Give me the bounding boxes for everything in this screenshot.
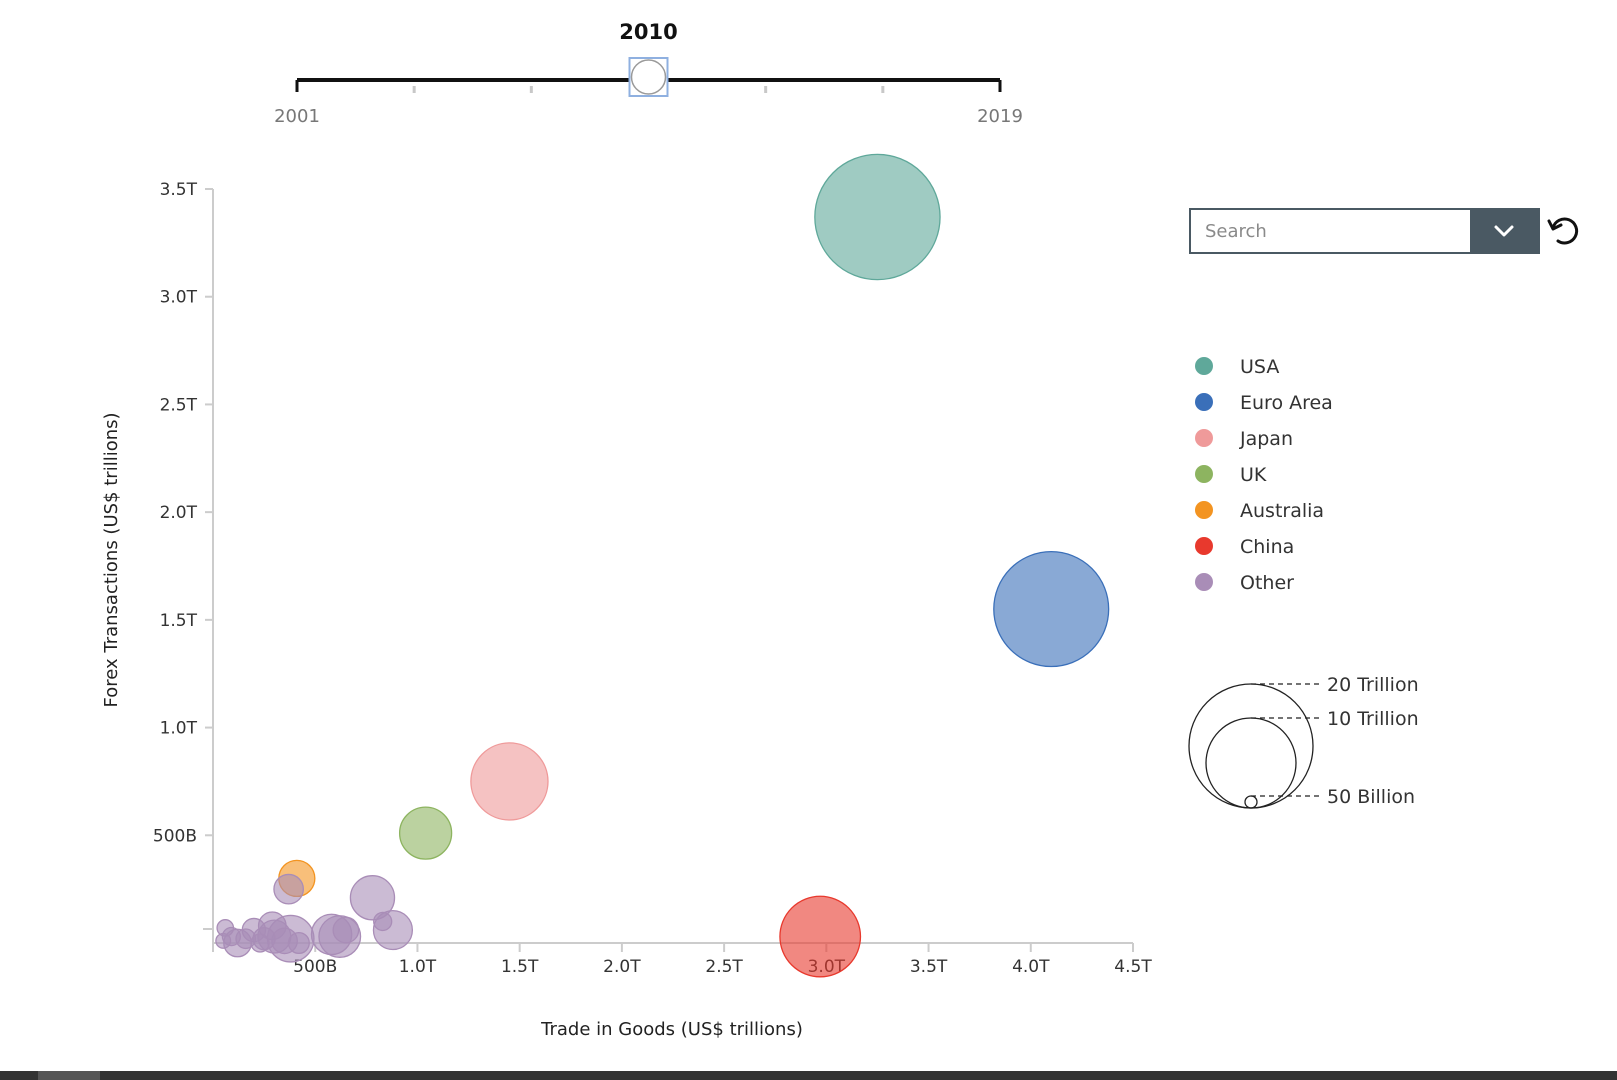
legend-label: Australia xyxy=(1240,500,1324,522)
y-tick-label: 3.5T xyxy=(160,180,198,200)
legend-swatch xyxy=(1195,537,1213,555)
legend-label: UK xyxy=(1240,464,1267,486)
legend-swatch xyxy=(1195,357,1213,375)
legend-swatch xyxy=(1195,429,1213,447)
slider-end-label: 2019 xyxy=(977,106,1023,127)
bubble-japan[interactable] xyxy=(470,742,549,821)
bubble-other[interactable] xyxy=(273,873,305,905)
bubble-other[interactable] xyxy=(287,931,310,955)
color-legend: USA Euro Area Japan UK Australia China Other xyxy=(1195,356,1333,594)
y-axis: 500B 1.0T 1.5T 2.0T 2.5T 3.0T 3.5T xyxy=(153,180,214,943)
size-legend-circle xyxy=(1205,717,1297,809)
slider-handle[interactable] xyxy=(628,57,669,97)
legend-label: USA xyxy=(1240,356,1279,378)
bubble-other[interactable] xyxy=(332,916,360,944)
x-tick-label: 4.5T xyxy=(1114,957,1152,977)
x-tick-label: 500B xyxy=(293,957,337,977)
legend-label: Japan xyxy=(1239,428,1293,450)
x-tick-label: 1.0T xyxy=(399,957,437,977)
bubble-other[interactable] xyxy=(373,911,393,932)
legend-label: Other xyxy=(1240,572,1294,594)
legend-swatch xyxy=(1195,465,1213,483)
bubble-euro-area[interactable] xyxy=(993,550,1110,668)
y-tick-label: 1.0T xyxy=(160,719,198,739)
reset-button[interactable] xyxy=(1545,212,1583,250)
bubble-china[interactable] xyxy=(779,895,862,978)
legend-label: Euro Area xyxy=(1240,392,1333,414)
y-axis-title: Forex Transactions (US$ trillions) xyxy=(101,412,122,707)
reset-icon xyxy=(1547,217,1579,245)
y-tick-label: 3.0T xyxy=(160,288,198,308)
size-legend-circle xyxy=(1244,795,1258,809)
slider-handle-knob[interactable] xyxy=(630,59,667,95)
bubble-usa[interactable] xyxy=(814,153,941,281)
size-legend-label: 10 Trillion xyxy=(1327,708,1419,730)
bubble-other[interactable] xyxy=(215,932,232,949)
x-tick-label: 3.5T xyxy=(910,957,948,977)
bottom-bar xyxy=(0,1071,1617,1080)
legend-swatch xyxy=(1195,573,1213,591)
size-legend-circle xyxy=(1188,683,1314,809)
legend-swatch xyxy=(1195,393,1213,411)
legend-swatch xyxy=(1195,501,1213,519)
search-dropdown[interactable] xyxy=(1189,208,1540,254)
y-tick-label: 500B xyxy=(153,826,197,846)
dropdown-toggle-button[interactable] xyxy=(1470,210,1538,252)
y-tick-label: 2.5T xyxy=(160,395,198,415)
bottom-bar-tab[interactable] xyxy=(38,1071,100,1080)
x-tick-label: 4.0T xyxy=(1012,957,1050,977)
size-legend-label: 50 Billion xyxy=(1327,786,1415,808)
legend-label: China xyxy=(1240,536,1294,558)
y-tick-label: 2.0T xyxy=(160,503,198,523)
search-input[interactable] xyxy=(1191,210,1470,252)
x-axis-title: Trade in Goods (US$ trillions) xyxy=(540,1019,803,1040)
slider-start-label: 2001 xyxy=(274,106,320,127)
current-year-label: 2010 xyxy=(619,20,677,44)
chevron-down-icon xyxy=(1494,225,1514,237)
x-tick-label: 1.5T xyxy=(501,957,539,977)
bubble-uk[interactable] xyxy=(398,806,453,860)
bubbles xyxy=(215,153,1110,978)
size-legend-label: 20 Trillion xyxy=(1327,674,1419,696)
bubble-other[interactable] xyxy=(349,875,396,921)
x-tick-label: 2.5T xyxy=(705,957,743,977)
y-tick-label: 1.5T xyxy=(160,611,198,631)
bubble-other[interactable] xyxy=(250,933,270,953)
x-tick-label: 2.0T xyxy=(603,957,641,977)
size-legend: 20 Trillion 10 Trillion 50 Billion xyxy=(1188,674,1419,809)
year-slider[interactable]: 2010 2001 2019 xyxy=(274,20,1023,127)
